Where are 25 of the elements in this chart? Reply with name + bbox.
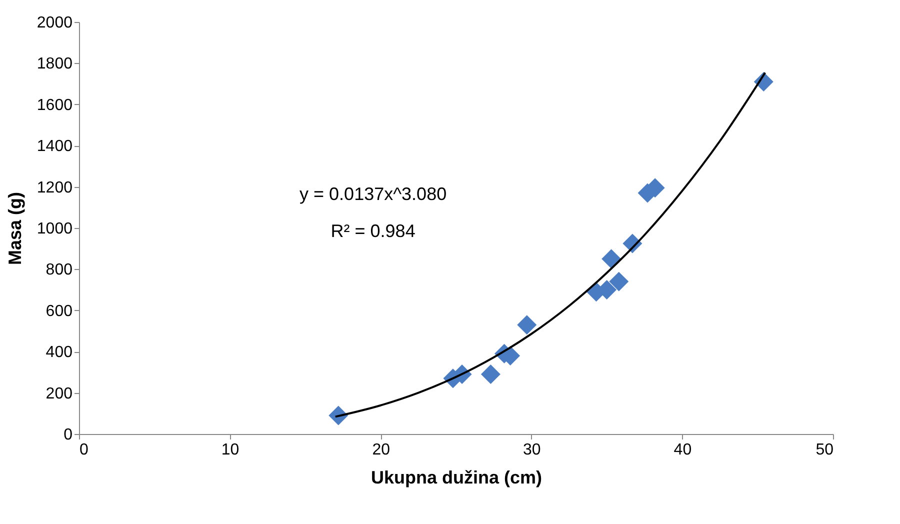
y-tick-label: 0 <box>64 426 73 444</box>
y-tick-label: 2000 <box>36 14 73 32</box>
point <box>480 364 500 384</box>
point <box>609 272 629 292</box>
y-tick-label: 1400 <box>36 138 73 156</box>
x-tick-label: 50 <box>816 442 834 458</box>
x-tick-label: 40 <box>674 442 692 458</box>
x-tick-label: 0 <box>80 442 88 458</box>
y-tick-label: 800 <box>46 262 73 279</box>
y-tick-label: 1800 <box>36 56 73 73</box>
x-tick-label: 20 <box>372 442 390 458</box>
y-tick-label: 400 <box>46 344 73 362</box>
x-axis-title: Ukupna dužina (cm) <box>370 468 542 488</box>
point <box>602 249 622 269</box>
x-tick-label: 30 <box>523 442 541 458</box>
y-tick-label: 1000 <box>36 220 73 238</box>
annotation: R² = 0.984 <box>330 221 416 242</box>
y-axis-title: Masa (g) <box>4 192 25 266</box>
point <box>517 315 537 335</box>
y-tick-label: 1600 <box>36 96 73 114</box>
x-tick-label: 10 <box>221 442 240 458</box>
annotation: y = 0.0137x^3.080 <box>300 184 447 204</box>
y-tick-label: 600 <box>46 302 73 320</box>
y-tick-label: 200 <box>46 385 73 402</box>
y-tick-label: 1200 <box>36 179 73 196</box>
